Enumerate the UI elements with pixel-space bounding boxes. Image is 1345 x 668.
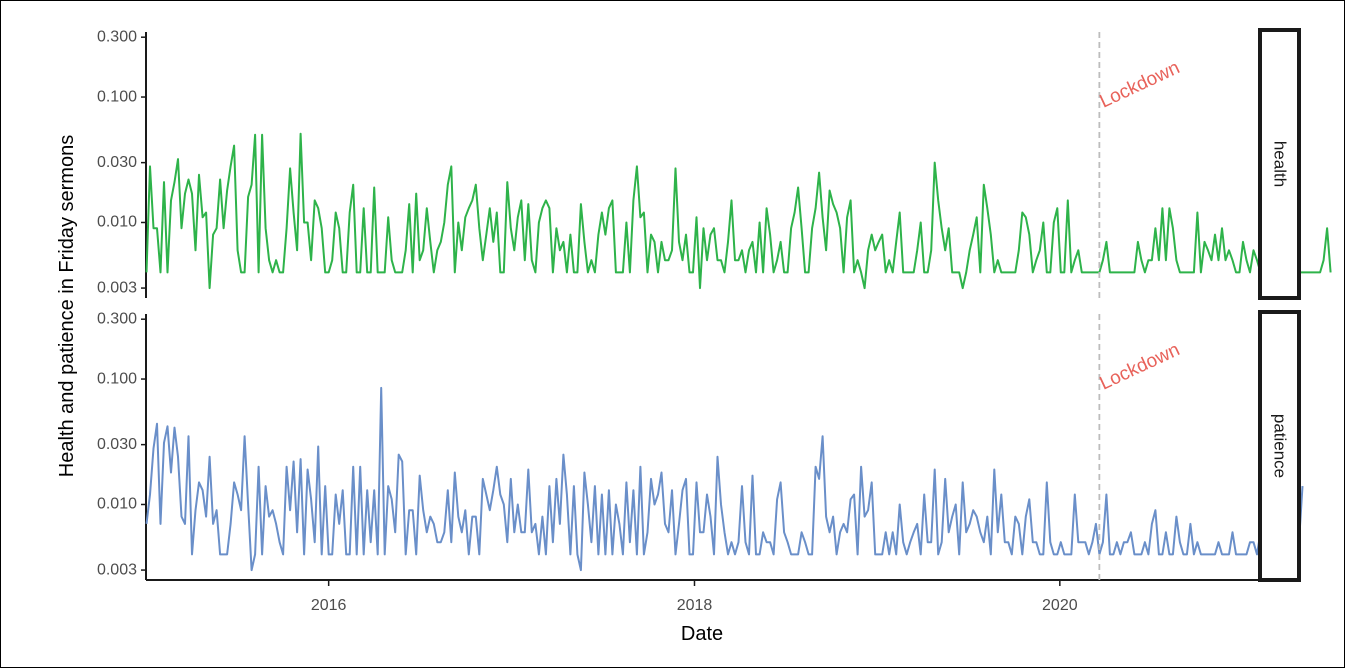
strip-box-patience — [1258, 310, 1301, 582]
series-line-health — [145, 132, 1332, 290]
y-tick-label: 0.100 — [97, 88, 137, 105]
y-tick-label: 0.300 — [97, 28, 137, 45]
y-tick-label: 0.030 — [97, 436, 137, 453]
y-tick-label: 0.010 — [97, 496, 137, 513]
lockdown-label: Lockdown — [1097, 339, 1183, 394]
y-tick-label: 0.010 — [97, 214, 137, 231]
series-group — [145, 132, 1332, 572]
series-line-patience — [145, 386, 1304, 572]
x-tick-label: 2020 — [1042, 597, 1078, 614]
x-axis-title: Date — [681, 623, 723, 645]
strip-label-health: health — [1271, 141, 1290, 187]
strip-box-health — [1258, 28, 1301, 300]
x-tick-label: 2018 — [677, 597, 713, 614]
y-tick-label: 0.300 — [97, 310, 137, 327]
strip-label-patience: patience — [1271, 414, 1290, 478]
y-tick-label: 0.100 — [97, 370, 137, 387]
x-tick-label: 2016 — [311, 597, 347, 614]
y-tick-label: 0.003 — [97, 561, 137, 578]
lockdown-label: Lockdown — [1097, 57, 1183, 112]
y-tick-label: 0.030 — [97, 154, 137, 171]
annotation-group: Lockdown Lockdown — [1097, 32, 1183, 580]
tick-group: 0.003 0.010 0.030 0.100 0.300 0.003 0.010 0.030… — [97, 28, 1078, 614]
y-tick-label: 0.003 — [97, 279, 137, 296]
y-axis-title: Health and patience in Friday sermons — [56, 135, 78, 477]
